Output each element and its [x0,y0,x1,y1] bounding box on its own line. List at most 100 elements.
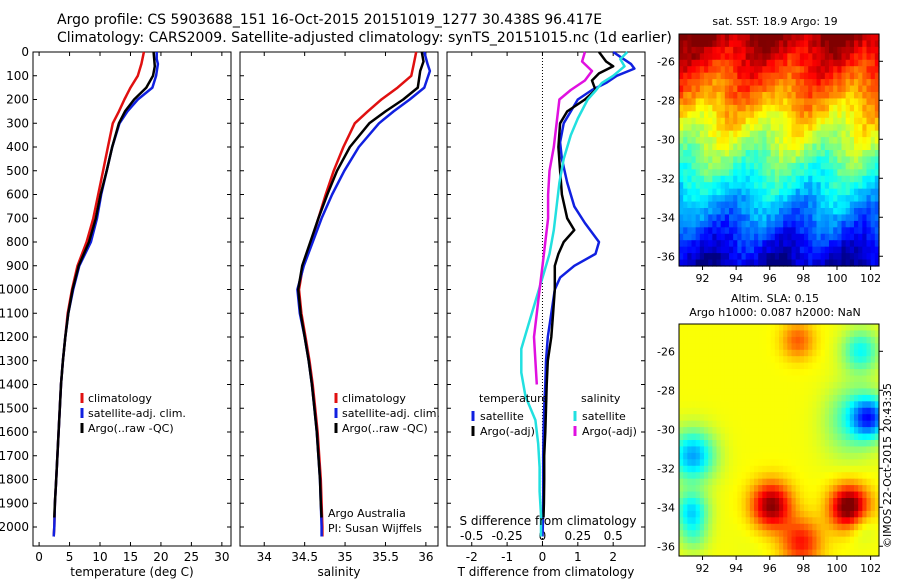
map-cell [833,169,838,177]
map-cell [866,124,872,132]
map-cell [812,220,818,228]
map-cell [837,220,843,228]
map-cell [799,362,805,370]
map-cell [749,124,755,132]
map-cell [741,336,747,344]
map-cell [841,188,847,196]
map-cell [695,130,701,138]
map-cell [870,240,876,248]
map-cell [724,111,730,119]
map-cell [874,85,880,93]
map-cell [695,104,701,112]
map-cell [829,375,834,383]
map-x-tick-label: 92 [696,562,710,575]
map-cell [779,349,784,357]
map-cell [783,233,788,241]
map-cell [791,517,797,525]
map-cell [754,343,759,351]
map-cell [695,401,701,409]
map-cell [770,46,776,54]
map-cell [712,117,718,125]
map-cell [783,375,788,383]
map-cell [754,85,759,93]
map-cell [870,150,876,158]
map-cell [829,549,834,557]
map-cell [754,530,759,538]
map-cell [774,156,780,164]
map-cell [779,137,784,145]
map-cell [770,356,776,364]
map-cell [783,549,788,557]
map-cell [745,440,751,448]
map-cell [679,440,684,448]
map-cell [837,240,843,248]
map-cell [804,336,809,344]
map-cell [791,188,797,196]
map-cell [762,330,768,338]
map-cell [808,452,813,460]
map-cell [849,549,855,557]
map-cell [683,233,688,241]
map-cell [866,40,872,48]
map-cell [824,227,830,235]
map-cell [845,188,851,196]
map-cell [695,175,701,183]
map-cell [837,478,843,486]
map-cell [849,446,855,454]
map-cell [824,523,830,531]
map-cell [770,530,776,538]
map-cell [762,446,768,454]
map-cell [766,214,772,222]
map-cell [862,330,868,338]
map-cell [774,523,780,531]
map-cell [708,414,713,422]
map-cell [737,259,743,267]
map-cell [808,240,813,248]
map-cell [708,536,713,544]
map-cell [787,214,793,222]
map-cell [845,504,851,512]
map-cell [745,175,751,183]
map-cell [870,336,876,344]
map-cell [841,452,847,460]
map-cell [824,362,830,370]
map-cell [691,85,697,93]
map-cell [833,143,838,151]
map-cell [770,66,776,74]
map-cell [695,59,701,67]
map-cell [849,188,855,196]
map-cell [804,162,809,170]
map-cell [758,369,763,377]
map-cell [779,208,784,216]
map-cell [787,175,793,183]
map-cell [691,536,697,544]
map-cell [708,440,713,448]
map-cell [841,253,847,261]
map-cell [679,66,684,74]
map-cell [716,98,722,106]
map-cell [745,104,751,112]
salinity-xlabel: salinity [317,565,360,579]
map-cell [737,446,743,454]
map-cell [791,72,797,80]
map-cell [837,124,843,132]
map-cell [754,478,759,486]
map-cell [783,324,788,332]
map-cell [749,137,755,145]
map-cell [799,98,805,106]
map-cell [745,40,751,48]
map-cell [762,98,768,106]
map-cell [749,420,755,428]
map-cell [762,517,768,525]
map-cell [724,375,730,383]
map-cell [712,510,718,518]
map-cell [791,362,797,370]
map-cell [699,362,705,370]
map-cell [824,414,830,422]
map-cell [812,472,818,480]
map-cell [683,401,688,409]
map-cell [824,401,830,409]
map-cell [720,137,726,145]
map-cell [804,465,809,473]
map-cell [758,233,763,241]
